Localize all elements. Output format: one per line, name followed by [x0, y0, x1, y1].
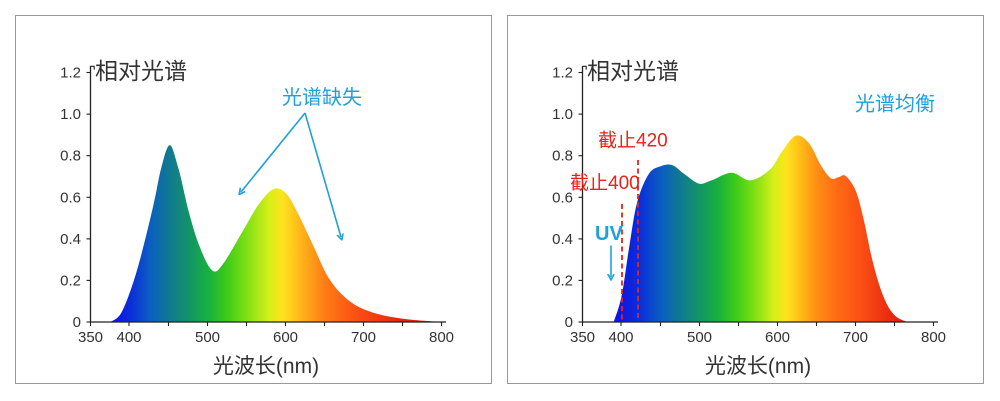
svg-text:700: 700 [843, 329, 868, 346]
svg-text:1.2: 1.2 [552, 65, 573, 82]
svg-text:UV: UV [595, 223, 623, 245]
svg-text:0.4: 0.4 [60, 231, 81, 248]
svg-text:光谱缺失: 光谱缺失 [282, 86, 362, 109]
svg-text:700: 700 [351, 329, 376, 346]
svg-text:光谱均衡: 光谱均衡 [855, 93, 935, 116]
svg-text:截止420: 截止420 [598, 130, 668, 152]
svg-text:0.6: 0.6 [60, 189, 81, 206]
svg-text:0.4: 0.4 [552, 231, 573, 248]
svg-text:光波长(nm): 光波长(nm) [705, 355, 811, 378]
svg-text:光波长(nm): 光波长(nm) [213, 355, 319, 378]
svg-text:600: 600 [273, 329, 298, 346]
svg-text:350: 350 [78, 329, 103, 346]
svg-text:350: 350 [570, 329, 595, 346]
svg-text:500: 500 [195, 329, 220, 346]
svg-text:1.0: 1.0 [552, 106, 573, 123]
svg-text:相对光谱: 相对光谱 [587, 58, 679, 84]
svg-text:800: 800 [921, 329, 946, 346]
svg-text:500: 500 [687, 329, 712, 346]
svg-text:800: 800 [429, 329, 454, 346]
svg-text:0.8: 0.8 [552, 148, 573, 165]
svg-text:0.8: 0.8 [60, 148, 81, 165]
svg-text:400: 400 [116, 329, 141, 346]
svg-text:600: 600 [765, 329, 790, 346]
svg-text:400: 400 [608, 329, 633, 346]
svg-text:截止400: 截止400 [570, 172, 640, 194]
svg-text:1.0: 1.0 [60, 106, 81, 123]
svg-text:0.2: 0.2 [60, 272, 81, 289]
svg-text:1.2: 1.2 [60, 65, 81, 82]
svg-text:0.2: 0.2 [552, 272, 573, 289]
svg-text:相对光谱: 相对光谱 [95, 58, 187, 84]
